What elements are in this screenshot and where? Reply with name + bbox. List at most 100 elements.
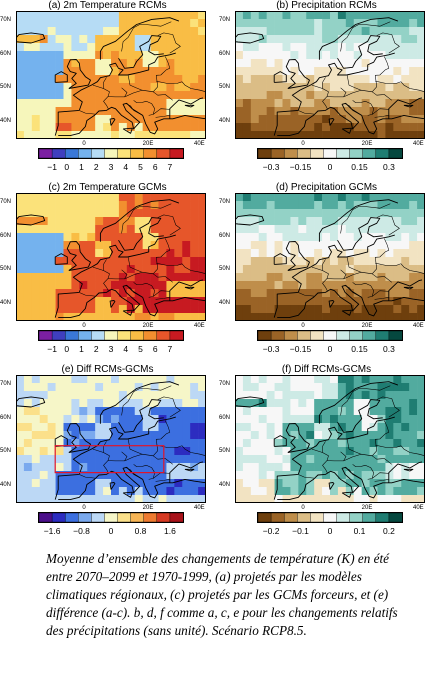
heatmap-cell	[134, 305, 143, 314]
heatmap-cell	[290, 233, 299, 242]
heatmap-cell	[298, 225, 307, 234]
heatmap-cell	[393, 217, 402, 226]
heatmap-cell	[198, 399, 206, 408]
heatmap-cell	[166, 107, 175, 116]
heatmap-cell	[158, 11, 167, 20]
heatmap-cell	[111, 19, 120, 28]
heatmap-cell	[118, 35, 128, 44]
heatmap-cell	[190, 91, 199, 100]
heatmap-cell	[409, 201, 418, 210]
heatmap-cell	[39, 273, 48, 282]
coastline	[277, 102, 425, 137]
heatmap-cell	[322, 305, 331, 314]
heatmap-cell	[385, 423, 394, 432]
heatmap-cell	[182, 313, 191, 321]
heatmap-cell	[158, 217, 167, 226]
heatmap-cell	[361, 447, 370, 456]
heatmap-cell	[409, 273, 418, 282]
heatmap-cell	[330, 439, 339, 448]
heatmap-cell	[330, 447, 339, 456]
heatmap-cell	[290, 99, 299, 108]
heatmap-cell	[345, 383, 355, 392]
heatmap-cell	[158, 27, 167, 36]
heatmap-cell	[150, 313, 159, 321]
coastline	[99, 17, 180, 60]
heatmap-cell	[385, 201, 394, 210]
heatmap-cell	[337, 375, 347, 384]
heatmap-cell	[198, 249, 206, 258]
heatmap-cell	[401, 297, 410, 306]
heatmap-cell	[250, 471, 260, 480]
heatmap-cell	[401, 241, 410, 250]
heatmap-cell	[79, 431, 88, 440]
heatmap-cell	[182, 115, 191, 124]
coastline	[273, 435, 287, 447]
heatmap-cell	[377, 241, 386, 250]
heatmap-cell	[158, 67, 167, 76]
heatmap-cell	[385, 313, 394, 321]
heatmap-cell	[126, 439, 136, 448]
heatmap-cell	[369, 455, 378, 464]
heatmap-cell	[274, 383, 283, 392]
heatmap-cell	[142, 27, 151, 36]
heatmap-cell	[23, 201, 33, 210]
heatmap-cell	[337, 257, 347, 266]
heatmap-cell	[314, 123, 323, 132]
heatmap-cell	[322, 201, 331, 210]
heatmap-cell	[95, 391, 104, 400]
heatmap-cell	[87, 313, 96, 321]
heatmap-cell	[174, 265, 183, 274]
figure-panels: (a) 2m Temperature RCMs 70N 60N 50N 40N 0 20E 4…	[0, 0, 434, 544]
heatmap-cell	[142, 273, 151, 282]
heatmap-cell	[330, 11, 339, 20]
heatmap-cell	[23, 11, 33, 20]
heatmap-cell	[330, 455, 339, 464]
heatmap-cell	[242, 201, 252, 210]
heatmap-cell	[31, 67, 41, 76]
heatmap-cell	[353, 123, 362, 132]
heatmap-cell	[401, 115, 410, 124]
heatmap-cell	[190, 479, 199, 488]
heatmap-cell	[274, 35, 283, 44]
heatmap-cell	[401, 225, 410, 234]
heatmap-cell	[330, 313, 339, 321]
colorbar-swatch	[91, 149, 105, 158]
heatmap-cell	[71, 233, 80, 242]
heatmap-cell	[377, 273, 386, 282]
heatmap-cell	[16, 471, 25, 480]
map-panel-prec_diff: (f) Diff RCMs-GCMs 70N 60N 50N 40N 0 20E 40E −0.…	[219, 364, 434, 544]
heatmap-cell	[298, 431, 307, 440]
heatmap-cell	[134, 447, 143, 456]
heatmap-cell	[142, 51, 151, 60]
heatmap-cell	[417, 233, 425, 242]
heatmap-cell	[23, 83, 33, 92]
heatmap-cell	[361, 383, 370, 392]
heatmap-cell	[274, 281, 283, 290]
heatmap-cell	[166, 391, 175, 400]
colorbar-tick-label: −1	[47, 162, 57, 172]
heatmap-cell	[31, 281, 41, 290]
heatmap-cell	[150, 209, 159, 218]
heatmap-cell	[417, 383, 425, 392]
lat-tick-label: 70N	[219, 17, 231, 24]
heatmap-cell	[111, 107, 120, 116]
heatmap-cell	[47, 375, 56, 384]
heatmap-cell	[118, 399, 128, 408]
heatmap-cell	[111, 233, 120, 242]
heatmap-cell	[71, 455, 80, 464]
heatmap-cell	[393, 265, 402, 274]
heatmap-cell	[401, 399, 410, 408]
heatmap-cell	[258, 383, 267, 392]
heatmap-cell	[330, 43, 339, 52]
heatmap-cell	[250, 27, 260, 36]
heatmap-cell	[103, 431, 112, 440]
heatmap-cell	[361, 59, 370, 68]
heatmap-cell	[409, 83, 418, 92]
heatmap-cell	[134, 91, 143, 100]
heatmap-cell	[16, 249, 25, 258]
heatmap-cell	[322, 375, 331, 384]
heatmap-cell	[23, 297, 33, 306]
heatmap-cell	[322, 273, 331, 282]
heatmap-cell	[314, 217, 323, 226]
heatmap-cell	[345, 107, 355, 116]
